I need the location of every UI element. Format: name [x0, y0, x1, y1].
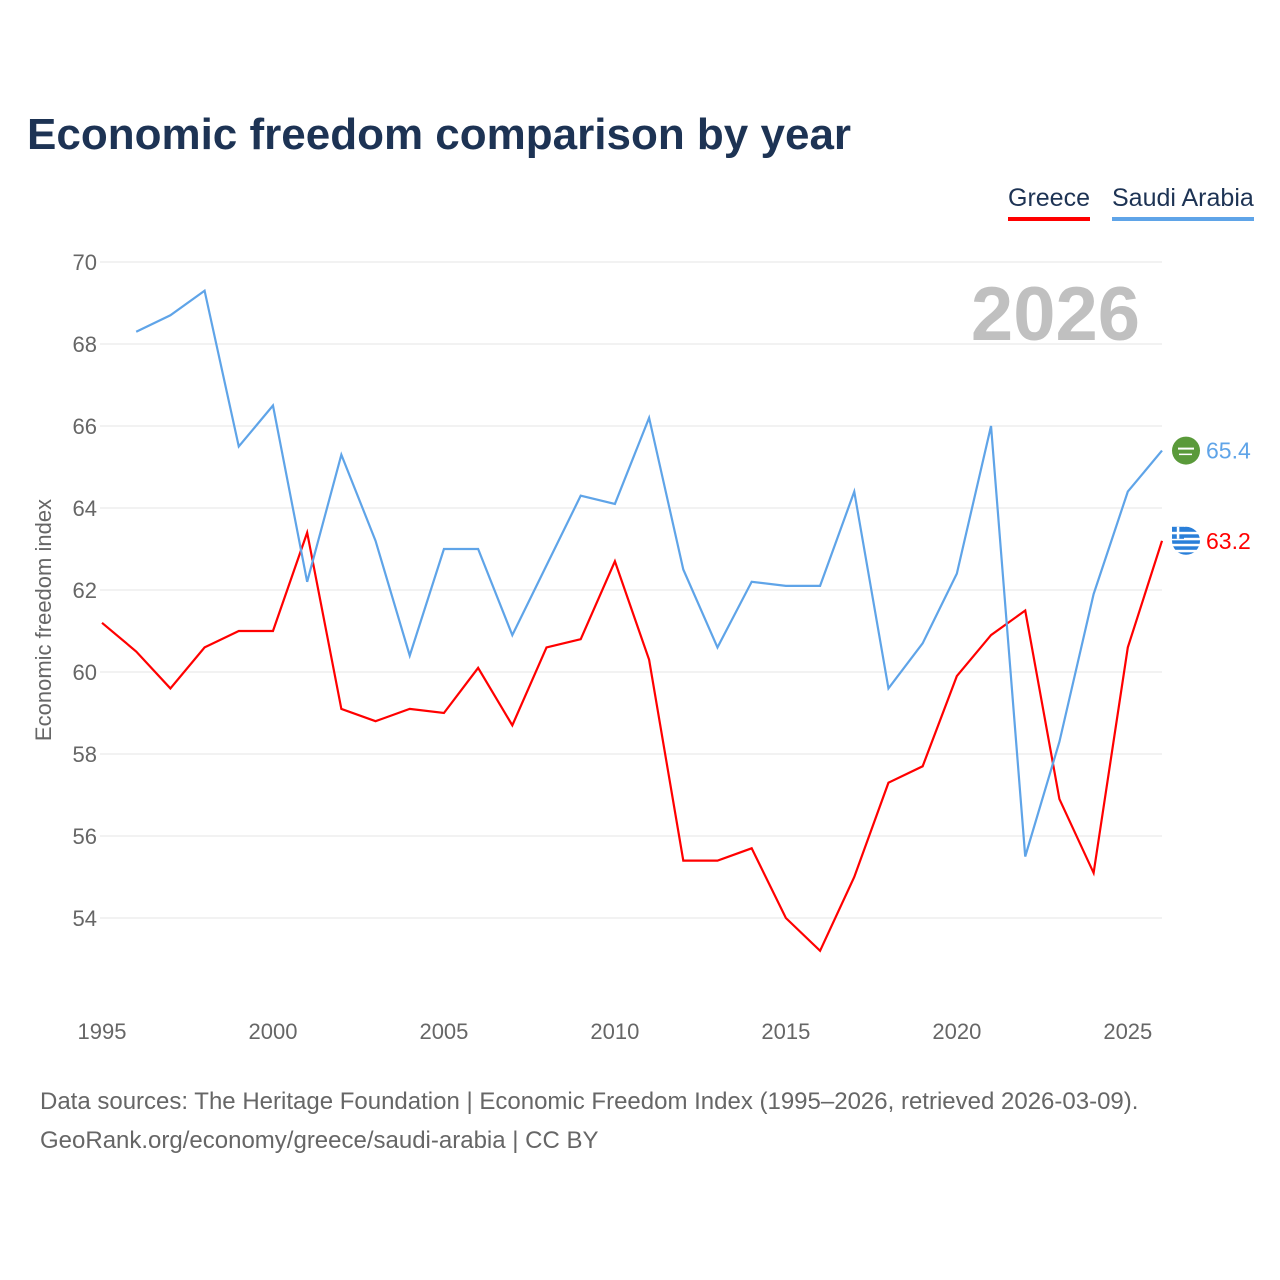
legend-saudi-arabia[interactable]: Saudi Arabia: [1112, 184, 1254, 221]
x-tick-label: 2025: [1103, 1019, 1152, 1044]
y-tick-label: 56: [73, 824, 97, 849]
y-tick-label: 68: [73, 332, 97, 357]
chart-title: Economic freedom comparison by year: [27, 110, 852, 159]
end-value-label: 65.4: [1206, 438, 1251, 464]
year-watermark: 2026: [971, 272, 1140, 357]
y-tick-label: 54: [73, 906, 97, 931]
saudi-arabia-flag-icon: [1172, 436, 1200, 465]
y-tick-label: 62: [73, 578, 97, 603]
greece-flag-icon: [1172, 526, 1200, 555]
series-line-greece[interactable]: [101, 528, 1164, 953]
x-tick-label: 2020: [932, 1019, 981, 1044]
x-tick-label: 2010: [590, 1019, 639, 1044]
y-tick-label: 60: [73, 660, 97, 685]
y-tick-label: 70: [73, 250, 97, 275]
end-value-label: 63.2: [1206, 528, 1251, 554]
source-url[interactable]: GeoRank.org/economy/greece/saudi-arabia …: [40, 1127, 599, 1154]
x-tick-label: 2005: [419, 1019, 468, 1044]
source-line: Data sources: The Heritage Foundation | …: [40, 1088, 1139, 1115]
y-axis-label: Economic freedom index: [31, 499, 56, 741]
legend-greece[interactable]: Greece: [1008, 184, 1090, 221]
y-tick-label: 66: [73, 414, 97, 439]
y-tick-label: 58: [73, 742, 97, 767]
y-tick-label: 64: [73, 496, 97, 521]
x-tick-label: 2000: [248, 1019, 297, 1044]
series-line-saudi-arabia[interactable]: [135, 288, 1163, 857]
x-tick-label: 1995: [78, 1019, 127, 1044]
x-tick-label: 2015: [761, 1019, 810, 1044]
